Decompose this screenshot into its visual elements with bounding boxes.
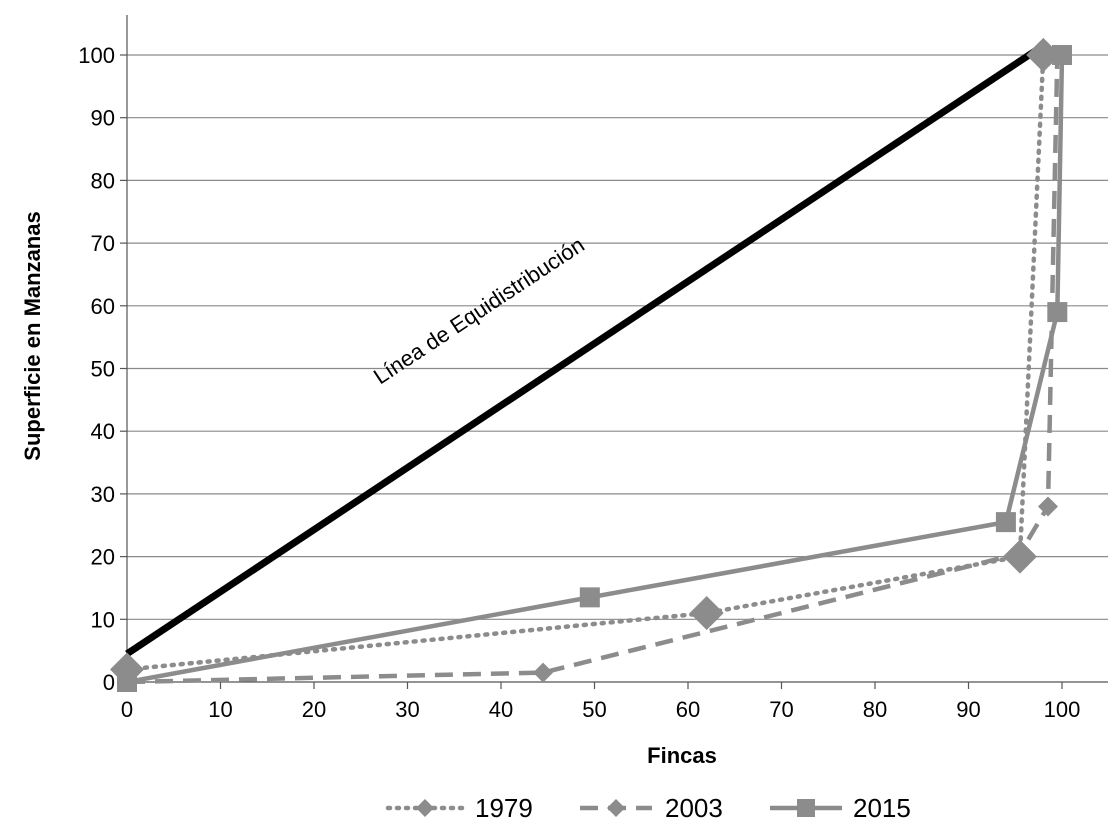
- x-axis-title: Fincas: [647, 743, 717, 768]
- data-point-2015: [579, 587, 600, 608]
- y-tick-label: 80: [91, 168, 115, 193]
- x-tick-label: 90: [956, 697, 980, 722]
- x-tick-label: 70: [769, 697, 793, 722]
- y-tick-label: 30: [91, 482, 115, 507]
- axes: [120, 15, 1108, 689]
- legend-marker-2015: [797, 799, 815, 817]
- data-point-2003: [1009, 543, 1030, 564]
- equidistribution-line-group: [125, 42, 1046, 657]
- data-point-2015: [1052, 45, 1072, 65]
- data-point-2015: [117, 672, 137, 692]
- legend-marker-2003: [607, 799, 625, 817]
- y-tick-label: 50: [91, 357, 115, 382]
- x-tick-label: 40: [489, 697, 513, 722]
- y-tick-label: 100: [78, 43, 115, 68]
- data-point-2015: [995, 512, 1016, 533]
- data-point-1979: [1026, 38, 1061, 72]
- legend-marker-1979: [416, 799, 434, 817]
- x-tick-label: 0: [121, 697, 133, 722]
- x-tick-label: 50: [582, 697, 606, 722]
- legend: 1979 2003 2015: [385, 793, 911, 823]
- grid-lines: [127, 54, 1108, 620]
- legend-label-1979: 1979: [475, 793, 533, 823]
- x-tick-label: 10: [208, 697, 232, 722]
- legend-item-2003: 2003: [580, 793, 723, 823]
- y-axis-title: Superficie en Manzanas: [20, 211, 45, 460]
- data-point-2015: [1047, 302, 1068, 323]
- data-point-2003: [533, 662, 554, 683]
- data-point-2003: [1037, 496, 1058, 517]
- equidistribution-line: [125, 42, 1046, 657]
- x-tick-label: 80: [863, 697, 887, 722]
- legend-label-2003: 2003: [665, 793, 723, 823]
- tick-labels: 0 10 20 30 40 50 60 70 80 90 100 0 10 20 30 40 50 60 70 80 9…: [78, 43, 1080, 722]
- x-tick-label: 100: [1044, 697, 1081, 722]
- series-group: [110, 38, 1072, 692]
- legend-label-2015: 2015: [853, 793, 911, 823]
- series-2015: [117, 45, 1072, 692]
- x-tick-label: 30: [395, 697, 419, 722]
- series-line-1979: [124, 52, 1046, 672]
- x-tick-label: 20: [302, 697, 326, 722]
- y-tick-label: 20: [91, 545, 115, 570]
- x-tick-label: 60: [676, 697, 700, 722]
- y-tick-label: 0: [103, 670, 115, 695]
- legend-item-1979: 1979: [385, 793, 533, 823]
- y-tick-label: 10: [91, 607, 115, 632]
- legend-item-2015: 2015: [770, 793, 911, 823]
- y-tick-label: 70: [91, 231, 115, 256]
- data-point-1979: [689, 596, 724, 631]
- y-tick-label: 40: [91, 419, 115, 444]
- y-tick-label: 90: [91, 106, 115, 131]
- y-tick-label: 60: [91, 294, 115, 319]
